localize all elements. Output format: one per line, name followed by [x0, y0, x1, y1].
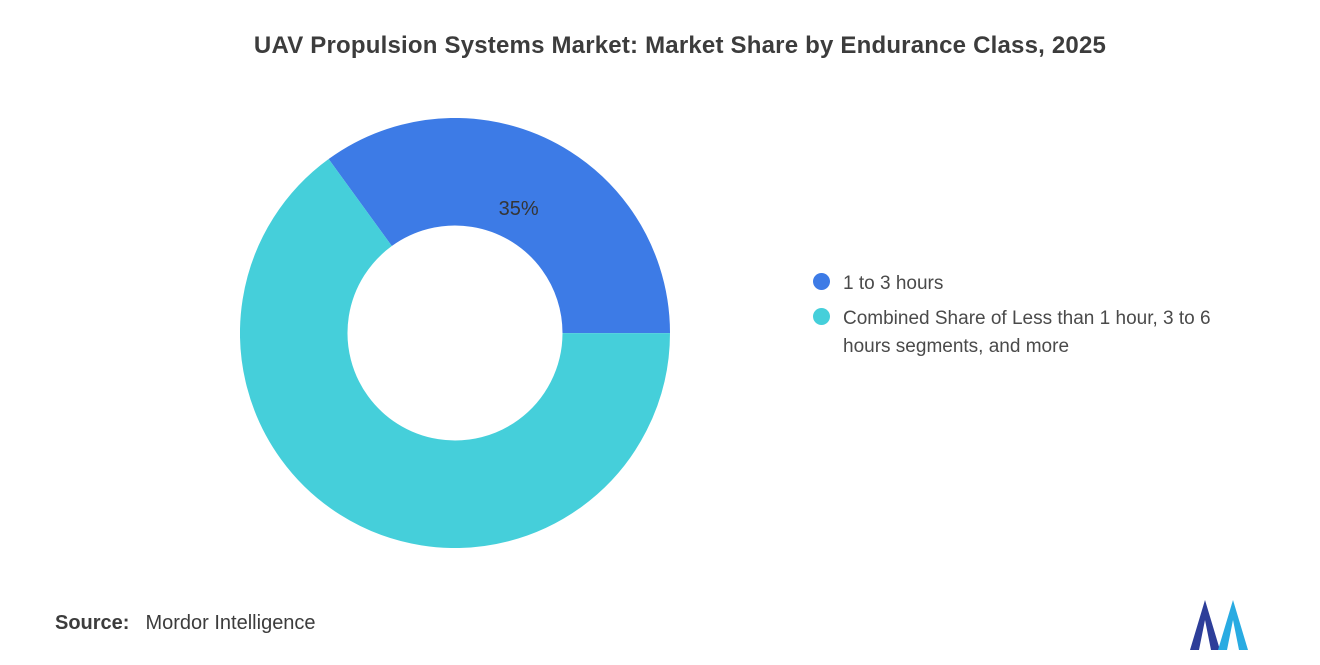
source-value: Mordor Intelligence [145, 612, 316, 634]
logo-left-peak-shape [1190, 600, 1220, 650]
source-label: Source: [55, 612, 130, 634]
chart-legend: 1 to 3 hours Combined Share of Less than… [813, 270, 1233, 368]
legend-item: 1 to 3 hours [813, 270, 1233, 298]
donut-segment [240, 118, 670, 548]
legend-label: 1 to 3 hours [843, 273, 944, 294]
logo-right-peak-shape [1218, 600, 1248, 650]
legend-swatch-1-to-3-hours [813, 273, 830, 290]
mordor-intelligence-logo [1188, 596, 1252, 650]
donut-svg: 35% [240, 118, 670, 548]
donut-chart: 35% [240, 118, 670, 548]
logo-mark [1190, 600, 1248, 650]
legend-item: Combined Share of Less than 1 hour, 3 to… [813, 305, 1233, 361]
legend-label: Combined Share of Less than 1 hour, 3 to… [843, 308, 1211, 357]
chart-title: UAV Propulsion Systems Market: Market Sh… [253, 32, 1107, 59]
slice-data-label: 35% [499, 198, 539, 220]
source-note: Source: Mordor Intelligence [55, 612, 316, 635]
legend-swatch-combined-share [813, 308, 830, 325]
